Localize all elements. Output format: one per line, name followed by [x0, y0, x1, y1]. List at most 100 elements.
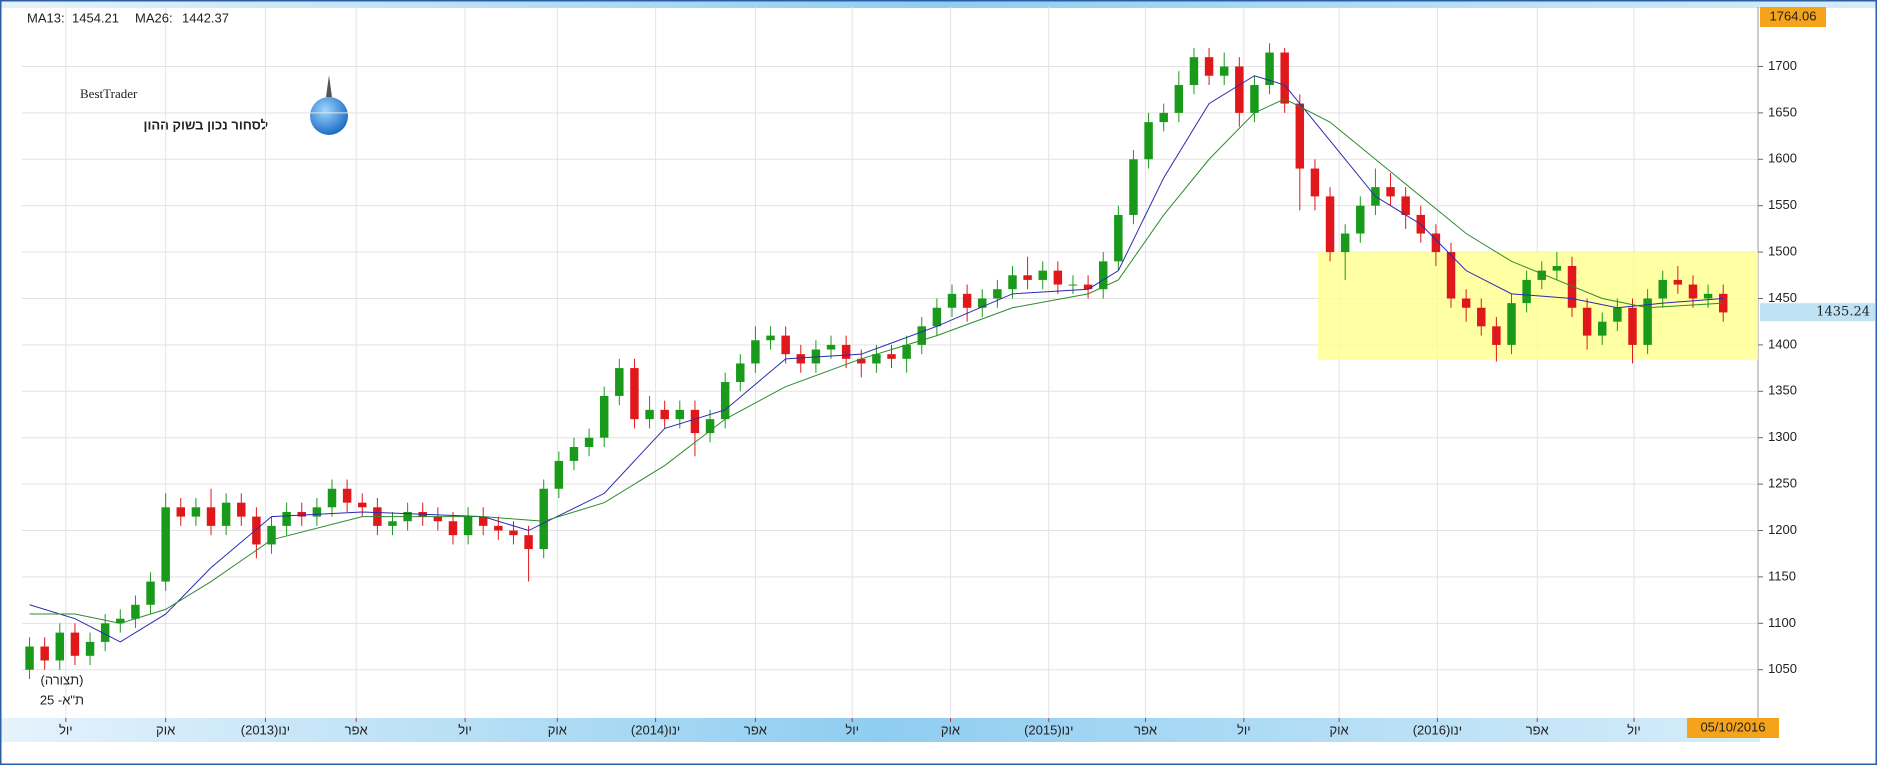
x-tick-label: אוק	[1330, 722, 1349, 737]
candle-body	[478, 516, 488, 526]
candle-body	[1567, 266, 1577, 308]
annotation: (תצורה)	[41, 672, 84, 687]
candle-body	[1295, 103, 1305, 169]
y-tick-label: 1050	[1768, 661, 1797, 676]
candle-body	[342, 488, 352, 503]
candle-body	[1114, 214, 1123, 262]
x-tick-label: ינו(2014)	[631, 722, 680, 737]
candle-body	[1174, 85, 1184, 113]
legend-value: 1454.21	[72, 10, 119, 25]
candle-body	[1643, 298, 1652, 345]
candle-body	[237, 502, 246, 517]
candle-body	[1265, 52, 1274, 86]
candle-body	[1613, 307, 1622, 322]
y-tick-label: 1600	[1768, 151, 1797, 166]
candle-body	[962, 293, 972, 308]
legend-label: MA26:	[135, 10, 173, 25]
candle-body	[176, 507, 186, 517]
x-tick-label: אפר	[1526, 722, 1549, 737]
candle-body	[1023, 275, 1032, 280]
x-tick-label: אפר	[744, 722, 767, 737]
candle-body	[1582, 307, 1592, 336]
candle-body	[191, 507, 201, 517]
candle-body	[509, 530, 518, 536]
logo-word: Trader	[103, 86, 138, 101]
y-tick-label: 1400	[1768, 336, 1797, 351]
candle-body	[358, 502, 367, 508]
candle-body	[267, 525, 276, 545]
candle-body	[463, 516, 473, 536]
candle-body	[1492, 326, 1501, 345]
x-tick-label: ינו(2013)	[241, 722, 290, 737]
candle-body	[1431, 233, 1441, 253]
candle-body	[1310, 168, 1320, 197]
y-tick-label: 1550	[1768, 197, 1797, 212]
candle-body	[554, 460, 564, 489]
candle-body	[978, 298, 987, 308]
x-tick-label: יול	[845, 722, 859, 737]
candle-body	[1280, 52, 1289, 104]
candle-body	[1461, 298, 1471, 308]
y-tick-label: 1250	[1768, 476, 1797, 491]
y-tick-label: 1500	[1768, 244, 1797, 259]
candle-body	[705, 419, 715, 434]
candle-body	[524, 535, 533, 550]
candle-body	[902, 344, 911, 359]
candle-body	[1446, 252, 1456, 299]
candle-body	[599, 395, 609, 438]
candle-body	[796, 354, 806, 364]
candle-body	[826, 344, 836, 350]
candle-body	[131, 604, 140, 619]
candle-body	[645, 409, 654, 420]
candle-body	[1477, 307, 1486, 327]
candle-body	[1250, 85, 1259, 113]
candle-body	[1159, 112, 1168, 123]
candle-body	[932, 307, 942, 327]
ma-line	[29, 75, 1724, 643]
candle-body	[327, 488, 337, 508]
candle-body	[917, 326, 926, 345]
candle-body	[1628, 307, 1637, 345]
logo-tagline: לסחור נכון בשוק ההון	[144, 117, 268, 132]
candle-body	[297, 511, 306, 517]
candle-body	[221, 502, 231, 526]
last-price-box	[1760, 303, 1875, 322]
candle-body	[1129, 159, 1138, 215]
candle-body	[993, 289, 1002, 299]
candle-body	[388, 521, 397, 526]
x-tick-label: ינו(2015)	[1024, 722, 1073, 737]
candle-body	[1552, 266, 1562, 271]
y-tick-label: 1700	[1768, 58, 1797, 73]
candle-body	[282, 511, 291, 526]
y-tick-label: 1350	[1768, 383, 1797, 398]
candle-body	[751, 340, 760, 364]
candle-body	[433, 516, 443, 522]
candle-body	[1144, 122, 1153, 160]
logo-word: Best	[80, 86, 104, 101]
candle-body	[25, 646, 34, 670]
candle-body	[1083, 284, 1093, 290]
candle-body	[1401, 196, 1410, 215]
candle-body	[312, 507, 322, 517]
candle-body	[781, 335, 790, 355]
x-tick-label: ינו(2016)	[1413, 722, 1462, 737]
candle-body	[1098, 261, 1108, 290]
candle-body	[1068, 284, 1078, 286]
candle-body	[1204, 57, 1214, 76]
candle-body	[947, 293, 957, 308]
date-label: 05/10/2016	[1700, 719, 1765, 734]
candle-body	[584, 437, 594, 447]
candle-body	[1356, 205, 1365, 234]
candle-body	[1507, 303, 1516, 345]
last-price-label: 1435.24	[1816, 305, 1870, 320]
candle-body	[857, 358, 866, 364]
max-label-box	[1760, 7, 1826, 27]
candle-body	[569, 446, 579, 461]
x-tick-label: אפר	[1134, 722, 1157, 737]
candle-body	[841, 344, 851, 359]
candle-body	[1038, 270, 1047, 280]
x-tick-label: אוק	[941, 722, 960, 737]
candle-body	[1537, 270, 1546, 280]
logo: Best Trader לסחור נכון בשוק ההון	[80, 75, 348, 135]
